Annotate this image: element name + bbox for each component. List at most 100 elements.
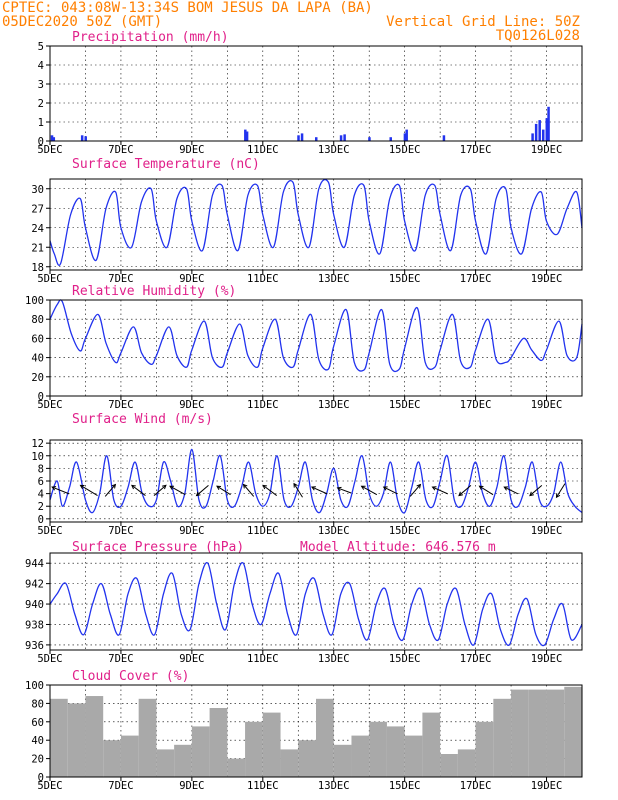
wind-arrow-head [51,486,57,491]
cloud-bar [209,708,228,777]
series-line [49,448,583,514]
y-tick-label: 4 [38,60,44,72]
y-tick-label: 21 [31,242,44,254]
y-tick-label: 24 [31,223,44,235]
x-tick-label: 11DEC [247,273,279,285]
wind-arrow-head [262,484,268,490]
precip-bar [315,137,318,141]
precip-bar [297,135,300,141]
y-tick-label: 100 [25,680,44,692]
cloud-bar [262,712,281,777]
y-tick-label: 942 [25,579,44,591]
series-line [49,178,583,266]
cloud-bar [316,698,334,777]
x-tick-label: 9DEC [179,780,204,792]
cloud-bar [369,721,387,777]
x-tick-label: 11DEC [247,780,279,792]
x-tick-label: 7DEC [108,144,133,156]
panel-4: 936 938 940 942 944 5DEC 7DEC 9DEC 11DEC 13DEC 15D… [25,540,583,665]
x-tick-label: 13DEC [318,399,350,411]
precip-bar [52,137,56,141]
x-tick-label: 17DEC [460,273,492,285]
wind-arrow [216,485,231,496]
header-code: TQ0126L028 [496,28,580,44]
cloud-bar [103,740,121,777]
y-tick-label: 12 [31,438,44,450]
wind-arrow-head [310,486,316,491]
cloud-bar [457,749,476,777]
precip-bar [50,135,54,141]
x-tick-label: 7DEC [108,525,133,537]
panel-frame [49,552,583,651]
x-tick-label: 17DEC [460,144,492,156]
precip-bar [368,137,371,141]
y-tick-label: 20 [31,372,44,384]
y-tick-label: 80 [31,314,44,326]
x-tick-label: 17DEC [460,780,492,792]
cloud-bar [191,726,210,777]
y-tick-label: 100 [25,295,44,307]
x-tick-label: 19DEC [531,273,563,285]
precip-bar [343,134,346,141]
wind-arrow-head [431,486,437,491]
precip-bar [403,133,407,141]
header-date: 05DEC2020 50Z (GMT) [2,14,162,30]
cloud-bar [493,698,512,777]
cloud-bar [120,735,139,777]
y-tick-label: 944 [25,558,44,570]
y-tick-label: 2 [38,501,44,513]
precip-bar [547,106,550,141]
x-tick-label: 5DEC [37,399,62,411]
y-tick-label: 2 [38,98,44,110]
x-tick-label: 11DEC [247,144,279,156]
x-tick-label: 5DEC [37,525,62,537]
x-tick-label: 9DEC [179,144,204,156]
wind-arrow [479,485,494,496]
wind-arrow [262,484,277,496]
cloud-bar [511,689,529,777]
panel-title: Surface Temperature (nC) [72,157,260,172]
y-tick-label: 40 [31,735,44,747]
precip-bar [442,135,446,141]
wind-arrow-head [216,485,222,490]
x-tick-label: 15DEC [389,653,421,665]
precip-bar [244,129,247,141]
x-tick-label: 19DEC [531,780,563,792]
x-tick-label: 13DEC [318,273,350,285]
y-tick-label: 40 [31,353,44,365]
y-tick-label: 6 [38,476,44,488]
wind-arrow [311,486,328,495]
x-tick-label: 13DEC [318,780,350,792]
wind-arrow [131,484,146,496]
x-tick-label: 7DEC [108,653,133,665]
wind-arrow-head [79,484,85,490]
wind-arrow-head [529,491,534,497]
cloud-bar [422,712,441,777]
x-tick-label: 5DEC [37,653,62,665]
cloud-bar [245,721,263,777]
wind-arrow-head [478,485,484,490]
x-tick-label: 17DEC [460,653,492,665]
precip-bar [538,120,541,141]
y-tick-label: 936 [25,640,44,652]
cloud-bar [85,696,104,777]
cloud-bar [138,698,157,777]
wind-arrow [504,486,519,495]
x-tick-label: 5DEC [37,144,62,156]
wind-arrow-head [336,486,342,492]
panel-5: 0 20 40 60 80 100 5DEC 7DEC 9DEC 11DEC 13DEC 15DEC 1… [25,669,583,792]
precip-bar [80,135,84,141]
x-tick-label: 15DEC [389,525,421,537]
x-tick-label: 9DEC [179,653,204,665]
wind-arrow [169,485,186,496]
y-tick-label: 3 [38,79,44,91]
x-tick-label: 5DEC [37,780,62,792]
x-tick-label: 15DEC [389,780,421,792]
wind-arrow-head [131,484,136,490]
panel-title: Relative Humidity (%) [72,284,236,299]
wind-arrow-head [360,485,366,490]
cloud-bar [227,758,246,777]
x-tick-label: 15DEC [389,273,421,285]
panel-frame [49,299,583,397]
